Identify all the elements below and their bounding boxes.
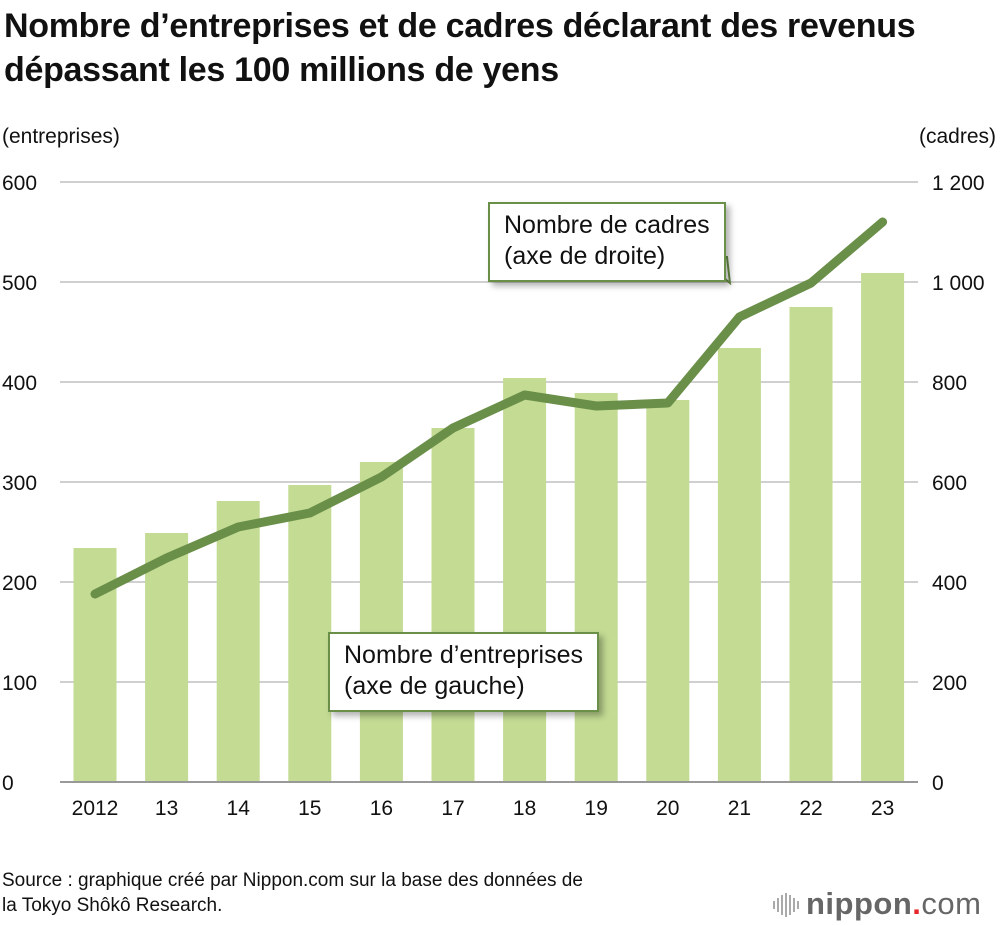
bar-series-axis-note: (axe de gauche) bbox=[344, 672, 525, 700]
bar-series-callout: Nombre d’entreprises (axe de gauche) bbox=[328, 632, 599, 712]
source-line-2: la Tokyo Shôkô Research. bbox=[2, 895, 223, 916]
bar bbox=[717, 348, 761, 782]
bar bbox=[646, 400, 690, 782]
logo-name: nippon bbox=[806, 886, 913, 921]
bar bbox=[216, 501, 260, 782]
bar bbox=[574, 393, 618, 782]
line-series bbox=[90, 217, 888, 599]
left-tick-label: 400 bbox=[2, 372, 37, 395]
x-tick-label: 15 bbox=[298, 797, 321, 820]
source-note: Source : graphique créé par Nippon.com s… bbox=[2, 868, 583, 918]
x-tick-label: 16 bbox=[370, 797, 393, 820]
right-tick-label: 1 200 bbox=[932, 172, 985, 195]
left-tick-label: 300 bbox=[2, 472, 37, 495]
bar bbox=[288, 485, 332, 782]
right-tick-label: 600 bbox=[932, 472, 967, 495]
line-series-axis-note: (axe de droite) bbox=[504, 242, 666, 270]
left-tick-label: 600 bbox=[2, 172, 37, 195]
bar-series-name: Nombre d’entreprises bbox=[344, 641, 583, 669]
x-tick-label: 17 bbox=[441, 797, 464, 820]
source-line-1: Source : graphique créé par Nippon.com s… bbox=[2, 870, 583, 891]
x-tick-label: 2012 bbox=[72, 797, 119, 820]
x-tick-label: 14 bbox=[227, 797, 251, 820]
line-series-name: Nombre de cadres bbox=[504, 211, 710, 239]
x-tick-label: 23 bbox=[871, 797, 894, 820]
right-tick-label: 0 bbox=[932, 772, 944, 795]
chart-title: Nombre d’entreprises et de cadres déclar… bbox=[4, 7, 916, 89]
right-tick-label: 800 bbox=[932, 372, 967, 395]
left-tick-label: 0 bbox=[2, 772, 14, 795]
right-tick-label: 400 bbox=[932, 572, 967, 595]
right-tick-label: 200 bbox=[932, 672, 967, 695]
bar bbox=[789, 307, 833, 782]
x-tick-label: 18 bbox=[513, 797, 536, 820]
line-series-callout: Nombre de cadres (axe de droite) bbox=[488, 202, 726, 282]
left-tick-label: 200 bbox=[2, 572, 37, 595]
x-tick-label: 13 bbox=[155, 797, 178, 820]
logo-waves-icon bbox=[773, 893, 799, 917]
right-tick-label: 1 000 bbox=[932, 272, 985, 295]
right-axis-label: (cadres) bbox=[918, 125, 996, 148]
left-axis-label: (entreprises) bbox=[2, 125, 120, 148]
x-tick-label: 20 bbox=[656, 797, 679, 820]
bar bbox=[503, 378, 547, 782]
x-tick-label: 22 bbox=[799, 797, 822, 820]
logo-suffix: com bbox=[921, 886, 982, 921]
left-tick-label: 100 bbox=[2, 672, 37, 695]
bar bbox=[145, 533, 189, 782]
x-tick-label: 21 bbox=[728, 797, 751, 820]
bar bbox=[359, 462, 403, 782]
nippon-logo: nippon.com bbox=[772, 886, 982, 922]
bar bbox=[431, 428, 475, 782]
bar bbox=[861, 273, 905, 782]
logo-dot: . bbox=[912, 886, 922, 921]
left-tick-label: 500 bbox=[2, 272, 37, 295]
x-tick-label: 19 bbox=[585, 797, 608, 820]
